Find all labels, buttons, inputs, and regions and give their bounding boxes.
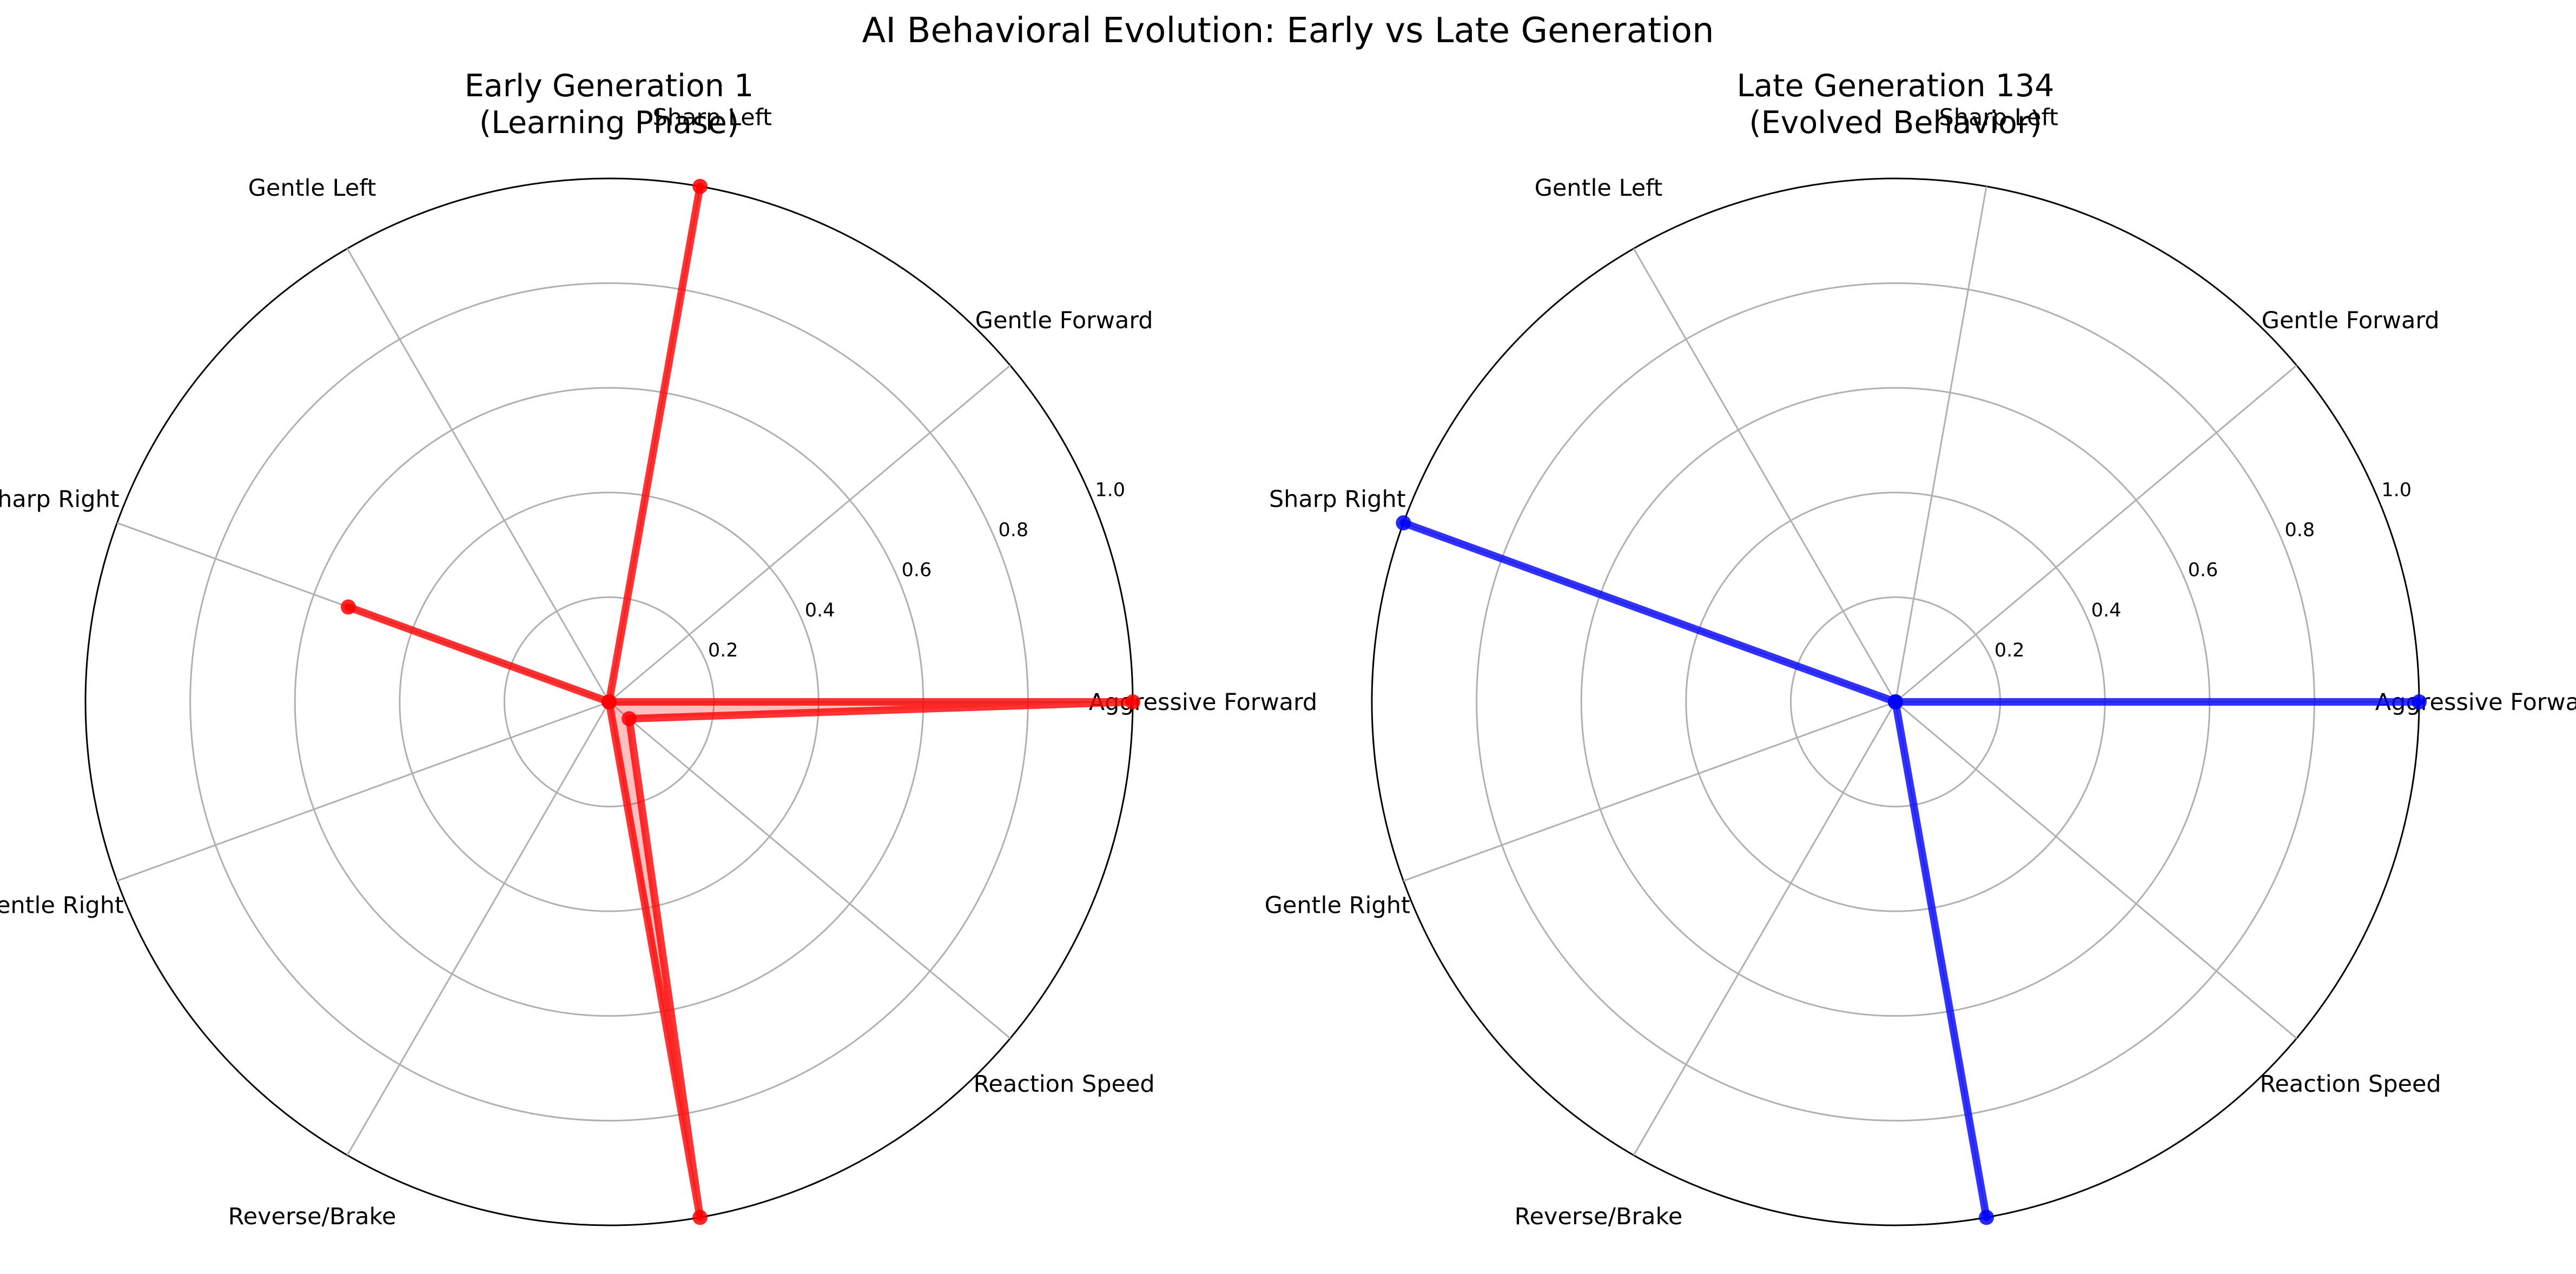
category-label-gentle-forward: Gentle Forward xyxy=(2262,307,2440,334)
data-point-reverse-brake xyxy=(602,694,617,709)
data-point-sharp-right xyxy=(1396,515,1411,530)
data-point-decision-confidence xyxy=(692,1210,708,1225)
category-label-sharp-right: Sharp Right xyxy=(1269,486,1406,513)
radial-tick-label: 0.2 xyxy=(1994,640,2025,661)
spoke-sharp-left xyxy=(1894,186,1987,702)
radial-tick-label: 0.4 xyxy=(2091,600,2122,621)
radial-tick-label: 0.6 xyxy=(2188,560,2218,581)
category-label-gentle-left: Gentle Left xyxy=(1535,175,1663,202)
chart-title-line-2: (Evolved Behavior) xyxy=(1749,105,2042,141)
data-point-reaction-speed xyxy=(622,711,637,727)
category-label-reaction-speed: Reaction Speed xyxy=(2260,1071,2441,1098)
radial-tick-label: 1.0 xyxy=(2381,480,2412,501)
data-point-aggressive-forward xyxy=(1125,694,1140,709)
chart-title-line-1: Late Generation 134 xyxy=(1736,68,2054,104)
radial-tick-label: 0.8 xyxy=(2284,520,2315,541)
radar-chart-early-generation: Early Generation 1(Learning Phase) 0.2 0.4… xyxy=(0,68,1317,1274)
radial-tick-label: 1.0 xyxy=(1095,480,1125,501)
chart-title-line-2: (Learning Phase) xyxy=(479,105,739,141)
category-label-sharp-right: Sharp Right xyxy=(0,486,120,513)
category-label-gentle-forward: Gentle Forward xyxy=(975,307,1153,334)
category-label-sharp-left: Sharp Left xyxy=(1939,104,2058,131)
spoke-gentle-forward xyxy=(609,364,1011,703)
radial-tick-label: 0.8 xyxy=(998,520,1028,541)
spoke-reaction-speed xyxy=(1895,701,2297,1039)
category-label-reaction-speed: Reaction Speed xyxy=(973,1071,1154,1098)
category-label-gentle-right: Gentle Right xyxy=(0,892,124,919)
spoke-gentle-right xyxy=(1403,701,1896,882)
category-label-reverse-brake: Reverse/Brake xyxy=(228,1203,397,1230)
spoke-gentle-left xyxy=(346,248,610,702)
chart-title-line-1: Early Generation 1 xyxy=(465,68,754,104)
figure-title: AI Behavioral Evolution: Early vs Late G… xyxy=(862,11,1714,51)
spoke-reverse-brake xyxy=(1633,701,1897,1156)
radar-chart-late-generation: Late Generation 134(Evolved Behavior) 0.2… xyxy=(1265,68,2576,1274)
spoke-reverse-brake xyxy=(346,701,610,1156)
data-point-aggressive-forward xyxy=(2412,694,2427,709)
radial-tick-label: 0.4 xyxy=(805,600,835,621)
data-point-decision-confidence xyxy=(1979,1210,1994,1225)
category-label-sharp-left: Sharp Left xyxy=(652,104,771,131)
radial-tick-label: 0.6 xyxy=(902,560,932,581)
category-label-reverse-brake: Reverse/Brake xyxy=(1515,1203,1683,1230)
radial-tick-label: 0.2 xyxy=(708,640,738,661)
category-label-gentle-left: Gentle Left xyxy=(248,175,377,202)
spoke-gentle-left xyxy=(1633,248,1897,702)
spoke-gentle-forward xyxy=(1895,364,2297,703)
data-point-sharp-right xyxy=(340,599,356,615)
data-point-sharp-left xyxy=(692,178,708,194)
data-point-reaction-speed xyxy=(1888,694,1903,709)
spoke-reaction-speed xyxy=(609,701,1011,1039)
category-label-gentle-right: Gentle Right xyxy=(1265,892,1410,919)
spoke-gentle-right xyxy=(116,701,610,882)
